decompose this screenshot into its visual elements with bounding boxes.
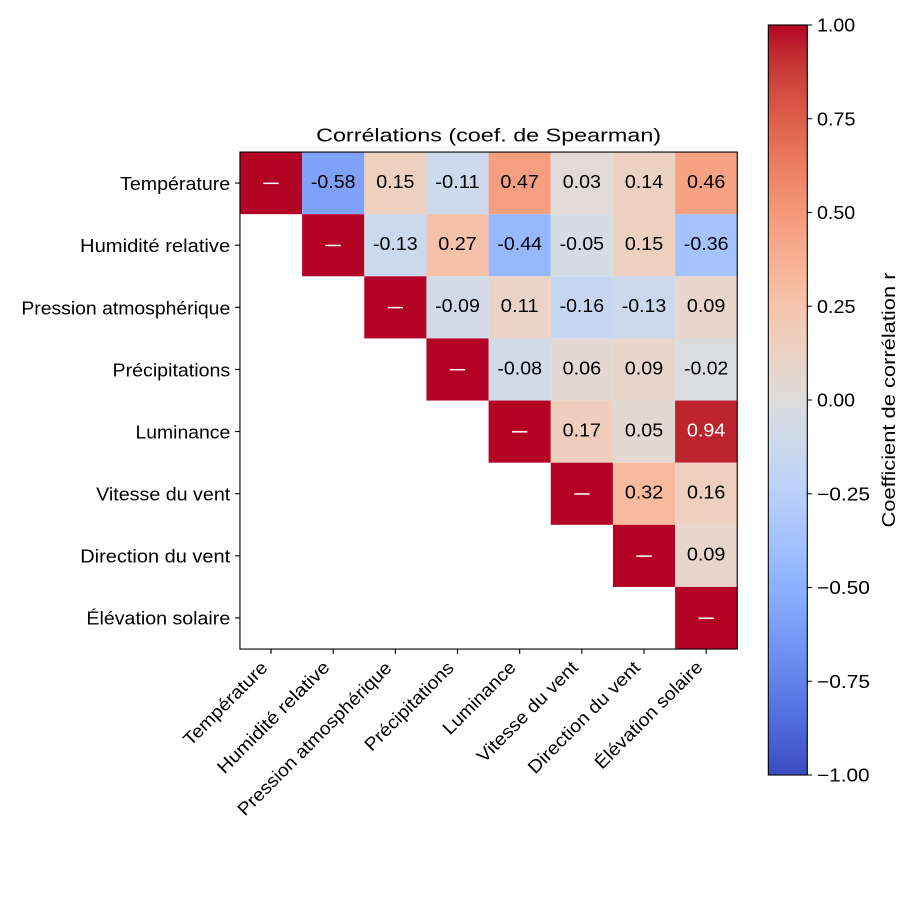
svg-text:Précipitations: Précipitations: [113, 361, 231, 381]
svg-text:Vitesse du vent: Vitesse du vent: [96, 484, 230, 504]
svg-text:0.09: 0.09: [687, 544, 726, 565]
svg-text:−1.00: −1.00: [817, 765, 870, 786]
svg-text:0.03: 0.03: [563, 171, 601, 192]
svg-text:-0.16: -0.16: [560, 295, 605, 316]
svg-text:-0.02: -0.02: [684, 357, 728, 378]
svg-text:−0.75: −0.75: [817, 671, 870, 692]
svg-text:0.05: 0.05: [625, 419, 663, 440]
svg-text:−0.50: −0.50: [817, 577, 870, 598]
svg-text:-0.44: -0.44: [497, 233, 542, 254]
svg-text:-0.13: -0.13: [373, 233, 418, 254]
svg-text:Pression atmosphérique: Pression atmosphérique: [21, 298, 230, 318]
svg-text:0.16: 0.16: [687, 482, 725, 503]
svg-text:Corrélations (coef. de Spearma: Corrélations (coef. de Spearman): [316, 126, 661, 146]
svg-text:-0.13: -0.13: [622, 295, 667, 316]
svg-text:0.25: 0.25: [817, 296, 856, 317]
svg-text:1.00: 1.00: [817, 15, 855, 36]
svg-text:-0.09: -0.09: [435, 295, 480, 316]
svg-text:0.94: 0.94: [687, 419, 726, 440]
svg-text:0.46: 0.46: [687, 171, 725, 192]
svg-text:-0.05: -0.05: [560, 233, 604, 254]
svg-text:Humidité relative: Humidité relative: [80, 236, 230, 256]
svg-text:-0.58: -0.58: [311, 171, 356, 192]
svg-text:0.50: 0.50: [817, 202, 855, 223]
svg-text:0.06: 0.06: [563, 357, 602, 378]
svg-text:Coefficient de corrélation r: Coefficient de corrélation r: [879, 273, 899, 528]
svg-text:0.27: 0.27: [438, 233, 477, 254]
svg-text:-0.36: -0.36: [684, 233, 729, 254]
svg-text:Température: Température: [120, 174, 230, 194]
svg-text:-0.11: -0.11: [435, 171, 480, 192]
svg-text:Direction du vent: Direction du vent: [80, 547, 230, 567]
svg-text:0.09: 0.09: [625, 357, 664, 378]
svg-text:0.75: 0.75: [817, 108, 856, 129]
svg-text:Luminance: Luminance: [136, 422, 231, 442]
svg-text:Élévation solaire: Élévation solaire: [86, 609, 230, 629]
svg-text:-0.08: -0.08: [497, 357, 542, 378]
svg-text:0.47: 0.47: [500, 171, 539, 192]
svg-text:−0.25: −0.25: [817, 483, 870, 504]
svg-text:0.32: 0.32: [625, 482, 663, 503]
svg-text:0.15: 0.15: [625, 233, 663, 254]
svg-text:0.00: 0.00: [817, 390, 855, 411]
svg-text:0.11: 0.11: [501, 295, 539, 316]
svg-text:0.14: 0.14: [625, 171, 663, 192]
svg-text:0.17: 0.17: [563, 419, 601, 440]
svg-text:0.09: 0.09: [687, 295, 726, 316]
svg-text:0.15: 0.15: [376, 171, 414, 192]
